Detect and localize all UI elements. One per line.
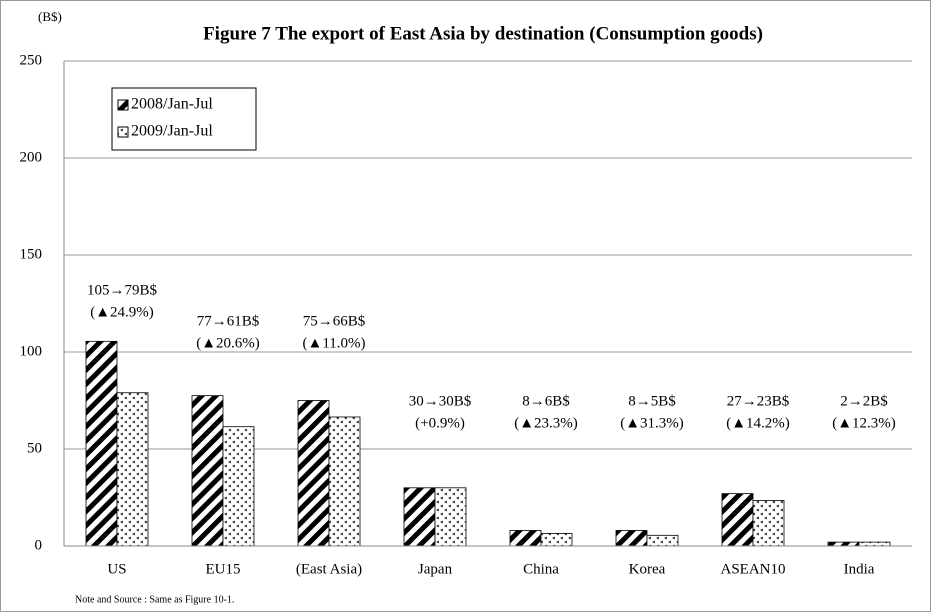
bar bbox=[116, 392, 149, 547]
annotation: (▲24.9%) bbox=[90, 304, 154, 320]
legend-swatch bbox=[117, 99, 129, 111]
x-tick-label: EU15 bbox=[206, 561, 241, 577]
bar bbox=[328, 416, 361, 547]
annotation: 77→61B$ bbox=[197, 313, 260, 329]
x-tick-label: US bbox=[107, 561, 126, 577]
bar bbox=[646, 534, 679, 547]
annotation: 30→30B$ bbox=[409, 393, 472, 409]
annotation: (+0.9%) bbox=[415, 415, 465, 431]
legend-swatch bbox=[117, 126, 129, 138]
annotation: (▲20.6%) bbox=[196, 335, 260, 351]
x-tick-label: ASEAN10 bbox=[720, 561, 785, 577]
annotation: 75→66B$ bbox=[303, 313, 366, 329]
bar bbox=[615, 530, 648, 547]
bar bbox=[827, 541, 860, 547]
x-tick-label: Korea bbox=[629, 561, 666, 577]
legend-box bbox=[111, 87, 257, 151]
bar bbox=[721, 493, 754, 547]
annotation: 105→79B$ bbox=[87, 282, 158, 298]
annotation: 27→23B$ bbox=[727, 393, 790, 409]
annotation: (▲12.3%) bbox=[832, 415, 896, 431]
x-tick-label: China bbox=[523, 561, 559, 577]
y-tick-label: 100 bbox=[20, 343, 43, 359]
y-tick-label: 250 bbox=[20, 52, 43, 68]
legend-label: 2008/Jan-Jul bbox=[131, 96, 213, 113]
bar bbox=[752, 500, 785, 547]
annotation: 8→5B$ bbox=[628, 393, 676, 409]
note: Note and Source : Same as Figure 10-1. bbox=[75, 594, 234, 605]
y-tick-label: 150 bbox=[20, 246, 43, 262]
bar bbox=[191, 395, 224, 547]
bar bbox=[540, 532, 573, 547]
x-tick-label: (East Asia) bbox=[296, 561, 362, 577]
y-tick-label: 50 bbox=[27, 440, 42, 456]
annotation: (▲31.3%) bbox=[620, 415, 684, 431]
bar bbox=[85, 340, 118, 547]
annotation: 2→2B$ bbox=[840, 393, 888, 409]
annotation: 8→6B$ bbox=[522, 393, 570, 409]
y-tick-label: 0 bbox=[35, 537, 43, 553]
annotation: (▲14.2%) bbox=[726, 415, 790, 431]
annotation: (▲23.3%) bbox=[514, 415, 578, 431]
y-tick-label: 200 bbox=[20, 149, 43, 165]
x-tick-label: Japan bbox=[418, 561, 453, 577]
x-tick-label: India bbox=[844, 561, 875, 577]
annotation: (▲11.0%) bbox=[302, 335, 365, 351]
bar bbox=[434, 487, 467, 547]
chart-title: Figure 7 The export of East Asia by dest… bbox=[203, 23, 763, 44]
bar bbox=[222, 426, 255, 547]
bar bbox=[403, 487, 436, 547]
bar bbox=[858, 541, 891, 547]
y-unit: (B$) bbox=[38, 9, 62, 24]
bar bbox=[297, 400, 330, 547]
legend-label: 2009/Jan-Jul bbox=[131, 123, 213, 140]
bar bbox=[509, 530, 542, 547]
